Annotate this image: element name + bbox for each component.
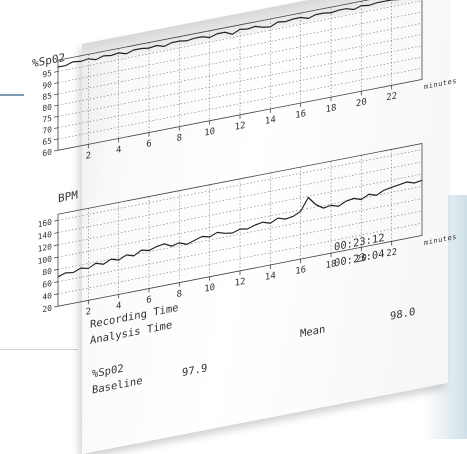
grid-line-horizontal: [58, 173, 422, 246]
grid-line-horizontal: [58, 11, 422, 84]
decorative-accent-line: [0, 94, 24, 96]
grid-line-horizontal: [58, 67, 422, 140]
spo2-summary-label: %Sp02: [92, 362, 124, 381]
x-tick-label: 22: [386, 91, 397, 103]
y-tick-label: 75: [42, 114, 52, 125]
x-tick-label: 20: [356, 253, 367, 265]
y-tick-mark: [54, 293, 58, 296]
grid-line-horizontal: [58, 22, 422, 95]
y-tick-mark: [54, 116, 58, 118]
series-line: [58, 0, 422, 68]
x-tick-label: 2: [86, 307, 91, 318]
y-tick-mark: [54, 104, 58, 107]
baseline-value: 97.9: [182, 362, 208, 380]
y-tick-label: 120: [38, 242, 53, 254]
x-tick-label: 10: [204, 127, 215, 139]
y-tick-mark: [54, 219, 58, 222]
y-tick-mark: [54, 269, 58, 271]
x-tick-label: 8: [177, 289, 182, 300]
x-tick-label: 6: [146, 295, 151, 306]
x-tick-label: 12: [235, 277, 246, 289]
x-tick-label: 2: [86, 151, 91, 162]
oximetry-report: %Sp02 95 90 85 80 75 70 65 60 2 4 6 8 10 12 14 16 18 20 22 m…: [18, 0, 457, 442]
x-tick-label: 8: [177, 133, 182, 144]
y-tick-mark: [54, 305, 58, 308]
x-tick-label: 20: [356, 97, 367, 109]
y-tick-mark: [54, 82, 58, 84]
grid-line-horizontal: [58, 210, 422, 282]
x-tick-label: 18: [326, 103, 337, 115]
x-tick-label: 10: [204, 283, 215, 295]
series-line: [57, 179, 423, 278]
y-tick-label: 60: [42, 147, 52, 158]
grid-line-horizontal: [58, 0, 422, 72]
y-tick-mark: [54, 138, 58, 141]
mean-value: 98.0: [390, 305, 416, 323]
y-tick-mark: [54, 244, 58, 247]
x-tick-label: 18: [326, 259, 337, 271]
grid-line-horizontal: [58, 161, 422, 233]
grid-line-horizontal: [58, 45, 422, 117]
y-axis-label: BPM: [58, 188, 78, 205]
y-tick-label: 40: [42, 291, 52, 302]
grid-line-horizontal: [58, 149, 422, 221]
mean-label: Mean: [300, 323, 326, 341]
grid-line-horizontal: [58, 34, 422, 106]
y-tick-label: 100: [38, 254, 53, 266]
x-tick-label: 12: [235, 121, 246, 133]
x-tick-label: 16: [295, 109, 306, 121]
y-tick-label: 65: [42, 136, 52, 147]
x-tick-label: 16: [295, 265, 306, 277]
y-tick-label: 160: [38, 218, 53, 230]
y-tick-mark: [54, 93, 58, 96]
x-tick-label: 14: [265, 271, 276, 283]
y-tick-label: 80: [42, 267, 52, 278]
y-tick-mark: [54, 149, 58, 152]
y-tick-mark: [54, 127, 58, 129]
y-tick-mark: [54, 232, 58, 234]
y-tick-label: 60: [42, 279, 52, 290]
y-tick-mark: [54, 71, 58, 73]
decorative-divider-line: [0, 349, 78, 350]
grid-line-horizontal: [58, 56, 422, 129]
y-tick-label: 85: [42, 91, 52, 102]
x-tick-label: 6: [146, 139, 151, 150]
y-tick-label: 20: [42, 303, 52, 314]
x-tick-label: 14: [265, 115, 276, 127]
grid-line-horizontal: [58, 186, 422, 258]
x-tick-label: 4: [116, 145, 122, 156]
grid-line-horizontal: [58, 198, 422, 270]
grid-line-horizontal: [58, 222, 422, 295]
y-tick-label: 70: [42, 125, 52, 136]
y-tick-mark: [54, 256, 58, 259]
y-tick-label: 80: [42, 102, 52, 113]
y-tick-label: 90: [42, 80, 52, 91]
y-axis-label: %Sp02: [32, 51, 65, 70]
y-tick-label: 95: [42, 69, 52, 80]
y-tick-label: 140: [38, 230, 53, 242]
x-tick-label: 22: [386, 247, 397, 259]
y-tick-mark: [54, 281, 58, 283]
x-tick-label: 4: [116, 301, 122, 312]
